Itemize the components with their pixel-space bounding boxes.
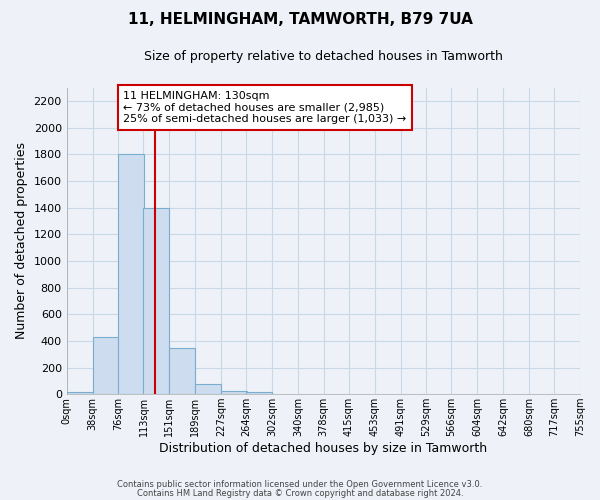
- Text: Contains public sector information licensed under the Open Government Licence v3: Contains public sector information licen…: [118, 480, 482, 489]
- Text: Contains HM Land Registry data © Crown copyright and database right 2024.: Contains HM Land Registry data © Crown c…: [137, 488, 463, 498]
- Text: 11, HELMINGHAM, TAMWORTH, B79 7UA: 11, HELMINGHAM, TAMWORTH, B79 7UA: [128, 12, 472, 28]
- Bar: [92, 337, 118, 394]
- Bar: [118, 154, 144, 394]
- X-axis label: Distribution of detached houses by size in Tamworth: Distribution of detached houses by size …: [159, 442, 487, 455]
- Text: 11 HELMINGHAM: 130sqm
← 73% of detached houses are smaller (2,985)
25% of semi-d: 11 HELMINGHAM: 130sqm ← 73% of detached …: [123, 91, 406, 124]
- Bar: [169, 348, 195, 394]
- Bar: [143, 208, 169, 394]
- Bar: [67, 392, 92, 394]
- Bar: [221, 391, 247, 394]
- Y-axis label: Number of detached properties: Number of detached properties: [15, 142, 28, 340]
- Bar: [246, 392, 272, 394]
- Title: Size of property relative to detached houses in Tamworth: Size of property relative to detached ho…: [144, 50, 503, 63]
- Bar: [195, 384, 221, 394]
